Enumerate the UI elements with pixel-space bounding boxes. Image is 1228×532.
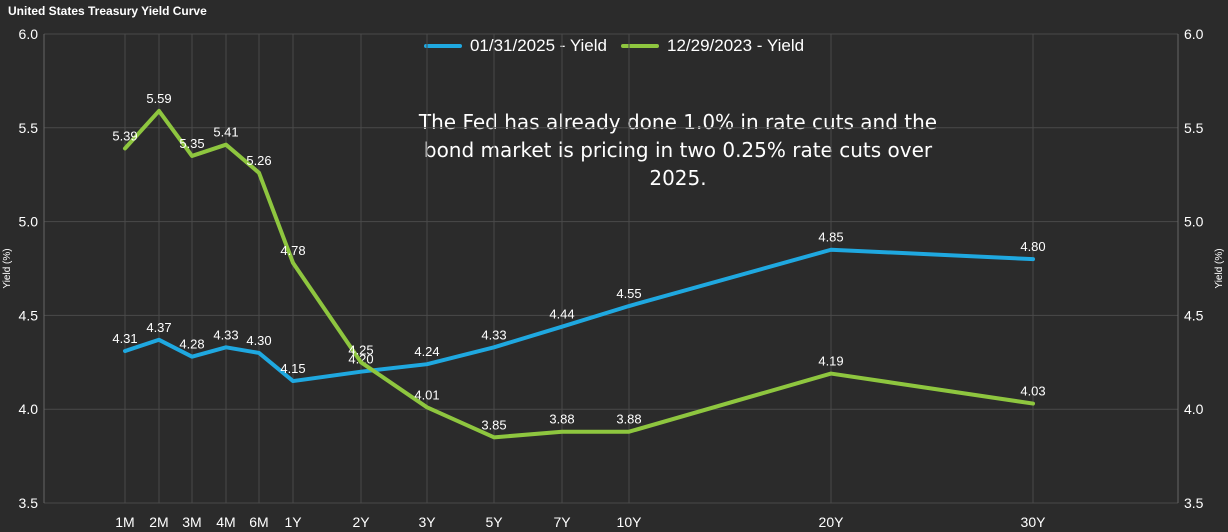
y-tick-label-left: 4.0 <box>19 401 39 417</box>
x-tick-label: 5Y <box>485 514 503 530</box>
data-label-1: 4.25 <box>348 342 373 357</box>
y-tick-label-right: 6.0 <box>1184 26 1204 42</box>
data-point-0 <box>829 248 833 252</box>
x-tick-label: 1Y <box>284 514 302 530</box>
legend-swatch-2025 <box>423 44 462 48</box>
y-tick-label-left: 5.0 <box>19 214 39 230</box>
data-point-1 <box>492 435 496 439</box>
y-tick-label-left: 5.5 <box>19 120 39 136</box>
data-label-0: 4.28 <box>179 337 204 352</box>
data-label-0: 4.30 <box>246 333 271 348</box>
y-tick-label-left: 6.0 <box>19 26 39 42</box>
y-axis-title-left: Yield (%) <box>2 248 13 288</box>
data-label-0: 4.37 <box>146 320 171 335</box>
legend-item-2023[interactable]: 12/29/2023 - Yield <box>621 36 804 56</box>
data-label-0: 4.85 <box>818 230 843 245</box>
data-point-1 <box>190 154 194 158</box>
x-tick-label: 10Y <box>617 514 643 530</box>
x-tick-label: 6M <box>249 514 268 530</box>
legend: 01/31/2025 - Yield 12/29/2023 - Yield <box>0 36 1228 56</box>
legend-label-2023: 12/29/2023 - Yield <box>667 36 805 55</box>
data-point-0 <box>492 345 496 349</box>
data-label-1: 4.03 <box>1020 384 1045 399</box>
data-label-0: 4.44 <box>549 307 574 322</box>
data-point-1 <box>1031 402 1035 406</box>
data-label-0: 4.33 <box>481 327 506 342</box>
y-tick-label-left: 4.5 <box>19 307 39 323</box>
data-label-1: 4.01 <box>414 387 439 402</box>
legend-item-2025[interactable]: 01/31/2025 - Yield <box>423 36 607 56</box>
x-tick-label: 4M <box>216 514 235 530</box>
data-label-0: 4.33 <box>213 327 238 342</box>
data-point-0 <box>291 379 295 383</box>
data-label-1: 4.19 <box>818 354 843 369</box>
data-point-0 <box>157 338 161 342</box>
data-label-1: 3.88 <box>549 412 574 427</box>
data-label-1: 5.59 <box>146 91 171 106</box>
data-point-0 <box>359 370 363 374</box>
data-point-0 <box>257 351 261 355</box>
data-point-0 <box>560 325 564 329</box>
data-point-0 <box>425 362 429 366</box>
data-point-1 <box>257 171 261 175</box>
data-point-1 <box>359 360 363 364</box>
data-point-1 <box>157 109 161 113</box>
y-tick-label-right: 5.5 <box>1184 120 1204 136</box>
x-tick-label: 30Y <box>1021 514 1047 530</box>
data-label-1: 5.35 <box>179 136 204 151</box>
x-tick-label: 7Y <box>553 514 571 530</box>
legend-label-2025: 01/31/2025 - Yield <box>469 36 607 55</box>
data-label-0: 4.80 <box>1020 239 1045 254</box>
data-label-1: 3.85 <box>481 417 506 432</box>
data-point-1 <box>425 405 429 409</box>
x-tick-label: 3Y <box>418 514 436 530</box>
data-point-1 <box>829 372 833 376</box>
data-point-0 <box>123 349 127 353</box>
data-label-0: 4.55 <box>616 286 641 301</box>
data-point-0 <box>224 345 228 349</box>
y-tick-label-right: 3.5 <box>1184 495 1204 511</box>
x-tick-label: 1M <box>115 514 134 530</box>
data-label-1: 5.26 <box>246 153 271 168</box>
data-label-1: 3.88 <box>616 412 641 427</box>
data-point-0 <box>627 304 631 308</box>
data-label-0: 4.24 <box>414 344 439 359</box>
data-point-0 <box>1031 257 1035 261</box>
data-label-1: 5.41 <box>213 125 238 140</box>
data-point-1 <box>627 430 631 434</box>
y-tick-label-right: 4.5 <box>1184 307 1204 323</box>
y-tick-label-left: 3.5 <box>19 495 39 511</box>
x-tick-label: 2M <box>149 514 168 530</box>
x-tick-label: 2Y <box>352 514 370 530</box>
x-tick-label: 3M <box>182 514 201 530</box>
data-label-0: 4.15 <box>280 361 305 376</box>
chart-annotation: The Fed has already done 1.0% in rate cu… <box>418 110 938 190</box>
legend-swatch-2023 <box>621 44 659 48</box>
data-label-1: 5.39 <box>112 128 137 143</box>
x-tick-label: 20Y <box>819 514 845 530</box>
data-point-1 <box>123 146 127 150</box>
y-axis-title-right: Yield (%) <box>1214 248 1225 288</box>
y-tick-label-right: 5.0 <box>1184 214 1204 230</box>
data-point-1 <box>560 430 564 434</box>
y-tick-label-right: 4.0 <box>1184 401 1204 417</box>
data-label-0: 4.31 <box>112 331 137 346</box>
data-point-0 <box>190 355 194 359</box>
data-point-1 <box>224 143 228 147</box>
chart-title: United States Treasury Yield Curve <box>8 4 207 18</box>
data-point-1 <box>291 261 295 265</box>
data-label-1: 4.78 <box>280 243 305 258</box>
